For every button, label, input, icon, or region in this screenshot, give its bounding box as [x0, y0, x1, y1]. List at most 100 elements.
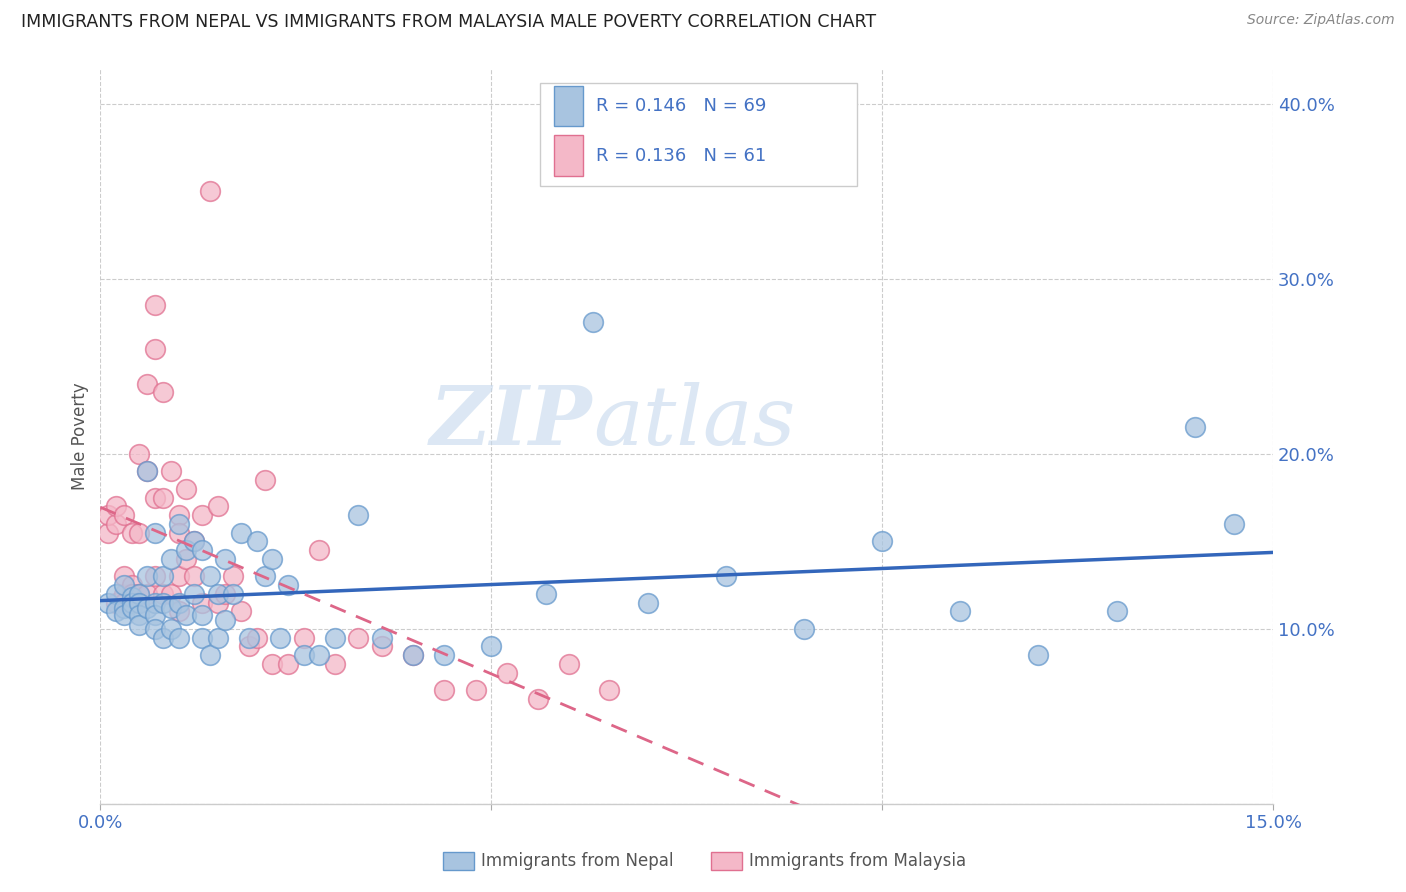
Point: [183, 534, 205, 549]
Point: [214, 551, 236, 566]
Point: [104, 596, 127, 610]
Point: [112, 578, 135, 592]
Point: [433, 648, 456, 662]
Point: [176, 482, 198, 496]
Point: [207, 587, 229, 601]
Point: [152, 491, 174, 505]
Point: [183, 587, 205, 601]
Point: [1223, 516, 1246, 531]
Point: [128, 525, 150, 540]
Point: [347, 631, 370, 645]
Point: [143, 525, 166, 540]
Point: [104, 516, 127, 531]
Point: [152, 569, 174, 583]
Point: [793, 622, 815, 636]
Point: [262, 551, 284, 566]
Point: [292, 631, 315, 645]
Bar: [554, 86, 583, 127]
Point: [238, 631, 260, 645]
Point: [128, 587, 150, 601]
Point: [152, 587, 174, 601]
Point: [121, 525, 143, 540]
Point: [112, 569, 135, 583]
Point: [534, 587, 557, 601]
Y-axis label: Male Poverty: Male Poverty: [72, 383, 89, 490]
Point: [152, 596, 174, 610]
Point: [167, 525, 190, 540]
Point: [870, 534, 893, 549]
Point: [112, 587, 135, 601]
Point: [176, 551, 198, 566]
Point: [347, 508, 370, 522]
Point: [582, 315, 605, 329]
Point: [143, 569, 166, 583]
Point: [191, 543, 214, 558]
Point: [143, 342, 166, 356]
Point: [222, 569, 245, 583]
Point: [176, 543, 198, 558]
Point: [253, 569, 276, 583]
Point: [558, 657, 581, 671]
Point: [159, 587, 181, 601]
Point: [128, 607, 150, 622]
Point: [128, 618, 150, 632]
Point: [167, 508, 190, 522]
Point: [159, 600, 181, 615]
Point: [191, 508, 214, 522]
Point: [159, 622, 181, 636]
Bar: [554, 136, 583, 176]
Point: [143, 596, 166, 610]
Point: [159, 551, 181, 566]
Text: Immigrants from Nepal: Immigrants from Nepal: [481, 852, 673, 870]
Point: [198, 648, 221, 662]
Point: [167, 604, 190, 618]
Point: [269, 631, 291, 645]
Text: Immigrants from Malaysia: Immigrants from Malaysia: [749, 852, 966, 870]
Point: [198, 569, 221, 583]
Point: [229, 604, 252, 618]
Point: [277, 657, 299, 671]
Point: [191, 596, 214, 610]
Point: [371, 631, 394, 645]
Point: [277, 578, 299, 592]
Point: [496, 665, 519, 680]
Point: [191, 631, 214, 645]
Point: [167, 516, 190, 531]
Text: IMMIGRANTS FROM NEPAL VS IMMIGRANTS FROM MALAYSIA MALE POVERTY CORRELATION CHART: IMMIGRANTS FROM NEPAL VS IMMIGRANTS FROM…: [21, 13, 876, 31]
Point: [262, 657, 284, 671]
Point: [323, 657, 346, 671]
Point: [464, 683, 486, 698]
Point: [292, 648, 315, 662]
Point: [402, 648, 425, 662]
Point: [238, 640, 260, 654]
Point: [183, 534, 205, 549]
Point: [104, 587, 127, 601]
Point: [136, 569, 159, 583]
Point: [112, 607, 135, 622]
Point: [121, 591, 143, 605]
Point: [1028, 648, 1050, 662]
Point: [222, 587, 245, 601]
Point: [527, 692, 550, 706]
Point: [167, 596, 190, 610]
Point: [136, 464, 159, 478]
Point: [479, 640, 502, 654]
Point: [198, 184, 221, 198]
Point: [136, 600, 159, 615]
Point: [112, 600, 135, 615]
Point: [253, 473, 276, 487]
Point: [229, 525, 252, 540]
Point: [104, 604, 127, 618]
Point: [104, 500, 127, 514]
Point: [323, 631, 346, 645]
Point: [121, 587, 143, 601]
Point: [128, 587, 150, 601]
Point: [136, 587, 159, 601]
Text: Source: ZipAtlas.com: Source: ZipAtlas.com: [1247, 13, 1395, 28]
Point: [246, 534, 269, 549]
Point: [1105, 604, 1128, 618]
Point: [152, 385, 174, 400]
Point: [128, 596, 150, 610]
Point: [152, 631, 174, 645]
Point: [402, 648, 425, 662]
